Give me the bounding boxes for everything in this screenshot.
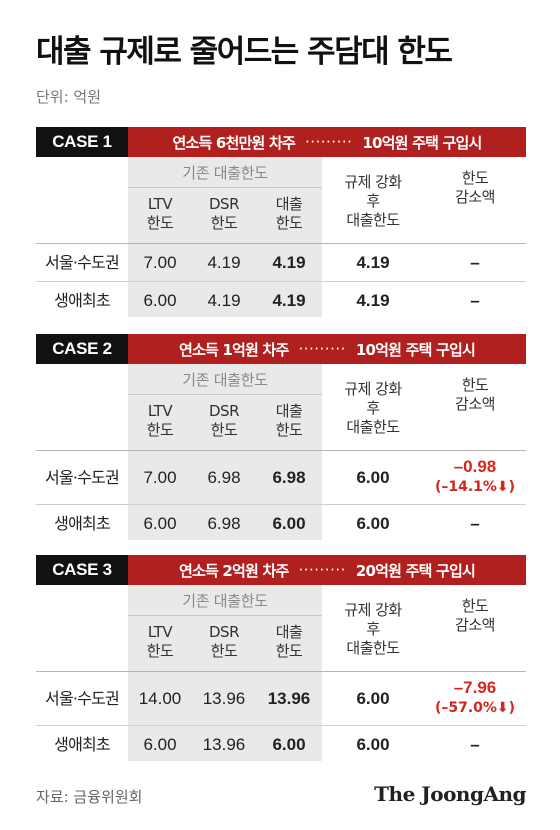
cell-ltv: 7.00 [143, 252, 177, 272]
case-purchase: 10억원 주택 구입시 [355, 340, 476, 359]
row-region: 생애최초 [54, 513, 110, 533]
cell-after: 4.19 [356, 290, 390, 310]
cell-decrease-percent: (–57.0%⬇) [434, 699, 516, 716]
source-note: 자료: 금융위원회 [36, 788, 143, 806]
header-decrease: 한도 감소액 [455, 597, 495, 634]
cell-ltv: 14.00 [138, 688, 182, 708]
unit-label: 단위: 억원 [36, 88, 102, 106]
header-after: 규제 강화 후 대출한도 [344, 600, 402, 657]
header-group-existing: 기존 대출한도 [182, 370, 268, 389]
case-dots: ········· [298, 561, 346, 579]
header-after: 규제 강화 후 대출한도 [344, 379, 402, 436]
cell-loan: 6.00 [272, 734, 306, 754]
cell-dsr: 13.96 [202, 688, 246, 708]
header-dsr: DSR 한도 [209, 402, 240, 439]
header-group-existing: 기존 대출한도 [182, 163, 268, 182]
case-purchase: 20억원 주택 구입시 [355, 561, 476, 580]
case-purchase: 10억원 주택 구입시 [362, 133, 482, 152]
header-dsr: DSR 한도 [209, 623, 240, 660]
row-region: 생애최초 [54, 290, 110, 310]
header-dsr: DSR 한도 [209, 195, 240, 232]
page-title: 대출 규제로 줄어드는 주담대 한도 [36, 34, 453, 70]
cell-decrease: – [470, 734, 480, 754]
header-group-existing: 기존 대출한도 [182, 591, 268, 610]
case-income: 연소득 6천만원 차주 [172, 133, 295, 152]
case-income: 연소득 2억원 차주 [178, 561, 289, 580]
cell-after: 6.00 [356, 467, 390, 487]
case-label: CASE 3 [36, 555, 128, 585]
header-ltv: LTV 한도 [146, 402, 174, 439]
cell-decrease: – [470, 252, 480, 272]
header-loan: 대출 한도 [275, 623, 303, 660]
case-2-table: CASE 2 연소득 1억원 차주 ········· 10억원 주택 구입시 기존… [36, 334, 526, 540]
header-decrease: 한도 감소액 [455, 169, 495, 206]
case-header: CASE 1 연소득 6천만원 차주 ········· 10억원 주택 구입시 [36, 127, 526, 157]
case-description: 연소득 6천만원 차주 ········· 10억원 주택 구입시 [128, 127, 526, 157]
cell-loan: 6.00 [272, 513, 306, 533]
publisher-logo: The JoongAng [374, 782, 526, 806]
case-dots: ········· [304, 133, 353, 151]
case-header: CASE 3 연소득 2억원 차주 ········· 20억원 주택 구입시 [36, 555, 526, 585]
cell-ltv: 6.00 [143, 290, 177, 310]
header-ltv: LTV 한도 [146, 623, 174, 660]
cell-dsr: 4.19 [207, 290, 241, 310]
cell-ltv: 6.00 [143, 513, 177, 533]
case-description: 연소득 2억원 차주 ········· 20억원 주택 구입시 [128, 555, 526, 585]
cell-ltv: 7.00 [143, 467, 177, 487]
row-region: 서울·수도권 [45, 467, 120, 487]
row-region: 서울·수도권 [45, 688, 120, 708]
cell-decrease: – [470, 290, 480, 310]
cell-after: 4.19 [356, 252, 390, 272]
header-decrease: 한도 감소액 [455, 376, 495, 413]
case-header: CASE 2 연소득 1억원 차주 ········· 10억원 주택 구입시 [36, 334, 526, 364]
row-region: 생애최초 [54, 734, 110, 754]
cell-loan: 13.96 [267, 688, 311, 708]
cell-decrease: –7.96 [453, 677, 497, 697]
cell-loan: 4.19 [272, 290, 306, 310]
header-after: 규제 강화 후 대출한도 [344, 172, 402, 229]
header-loan: 대출 한도 [275, 195, 303, 232]
cell-dsr: 13.96 [202, 734, 246, 754]
cell-after: 6.00 [356, 734, 390, 754]
header-loan: 대출 한도 [275, 402, 303, 439]
cell-dsr: 4.19 [207, 252, 241, 272]
cell-loan: 4.19 [272, 252, 306, 272]
case-income: 연소득 1억원 차주 [178, 340, 289, 359]
case-description: 연소득 1억원 차주 ········· 10억원 주택 구입시 [128, 334, 526, 364]
cell-loan: 6.98 [272, 467, 306, 487]
header-ltv: LTV 한도 [146, 195, 174, 232]
cell-decrease-percent: (–14.1%⬇) [434, 478, 516, 495]
cell-decrease: –0.98 [453, 456, 497, 476]
case-label: CASE 1 [36, 127, 128, 157]
cell-decrease: – [470, 513, 480, 533]
case-3-table: CASE 3 연소득 2억원 차주 ········· 20억원 주택 구입시 기존… [36, 555, 526, 761]
case-label: CASE 2 [36, 334, 128, 364]
cell-dsr: 6.98 [207, 513, 241, 533]
cell-after: 6.00 [356, 688, 390, 708]
row-region: 서울·수도권 [45, 252, 120, 272]
cell-after: 6.00 [356, 513, 390, 533]
cell-dsr: 6.98 [207, 467, 241, 487]
case-dots: ········· [298, 340, 346, 358]
cell-ltv: 6.00 [143, 734, 177, 754]
case-1-table: CASE 1 연소득 6천만원 차주 ········· 10억원 주택 구입시 기… [36, 127, 526, 317]
